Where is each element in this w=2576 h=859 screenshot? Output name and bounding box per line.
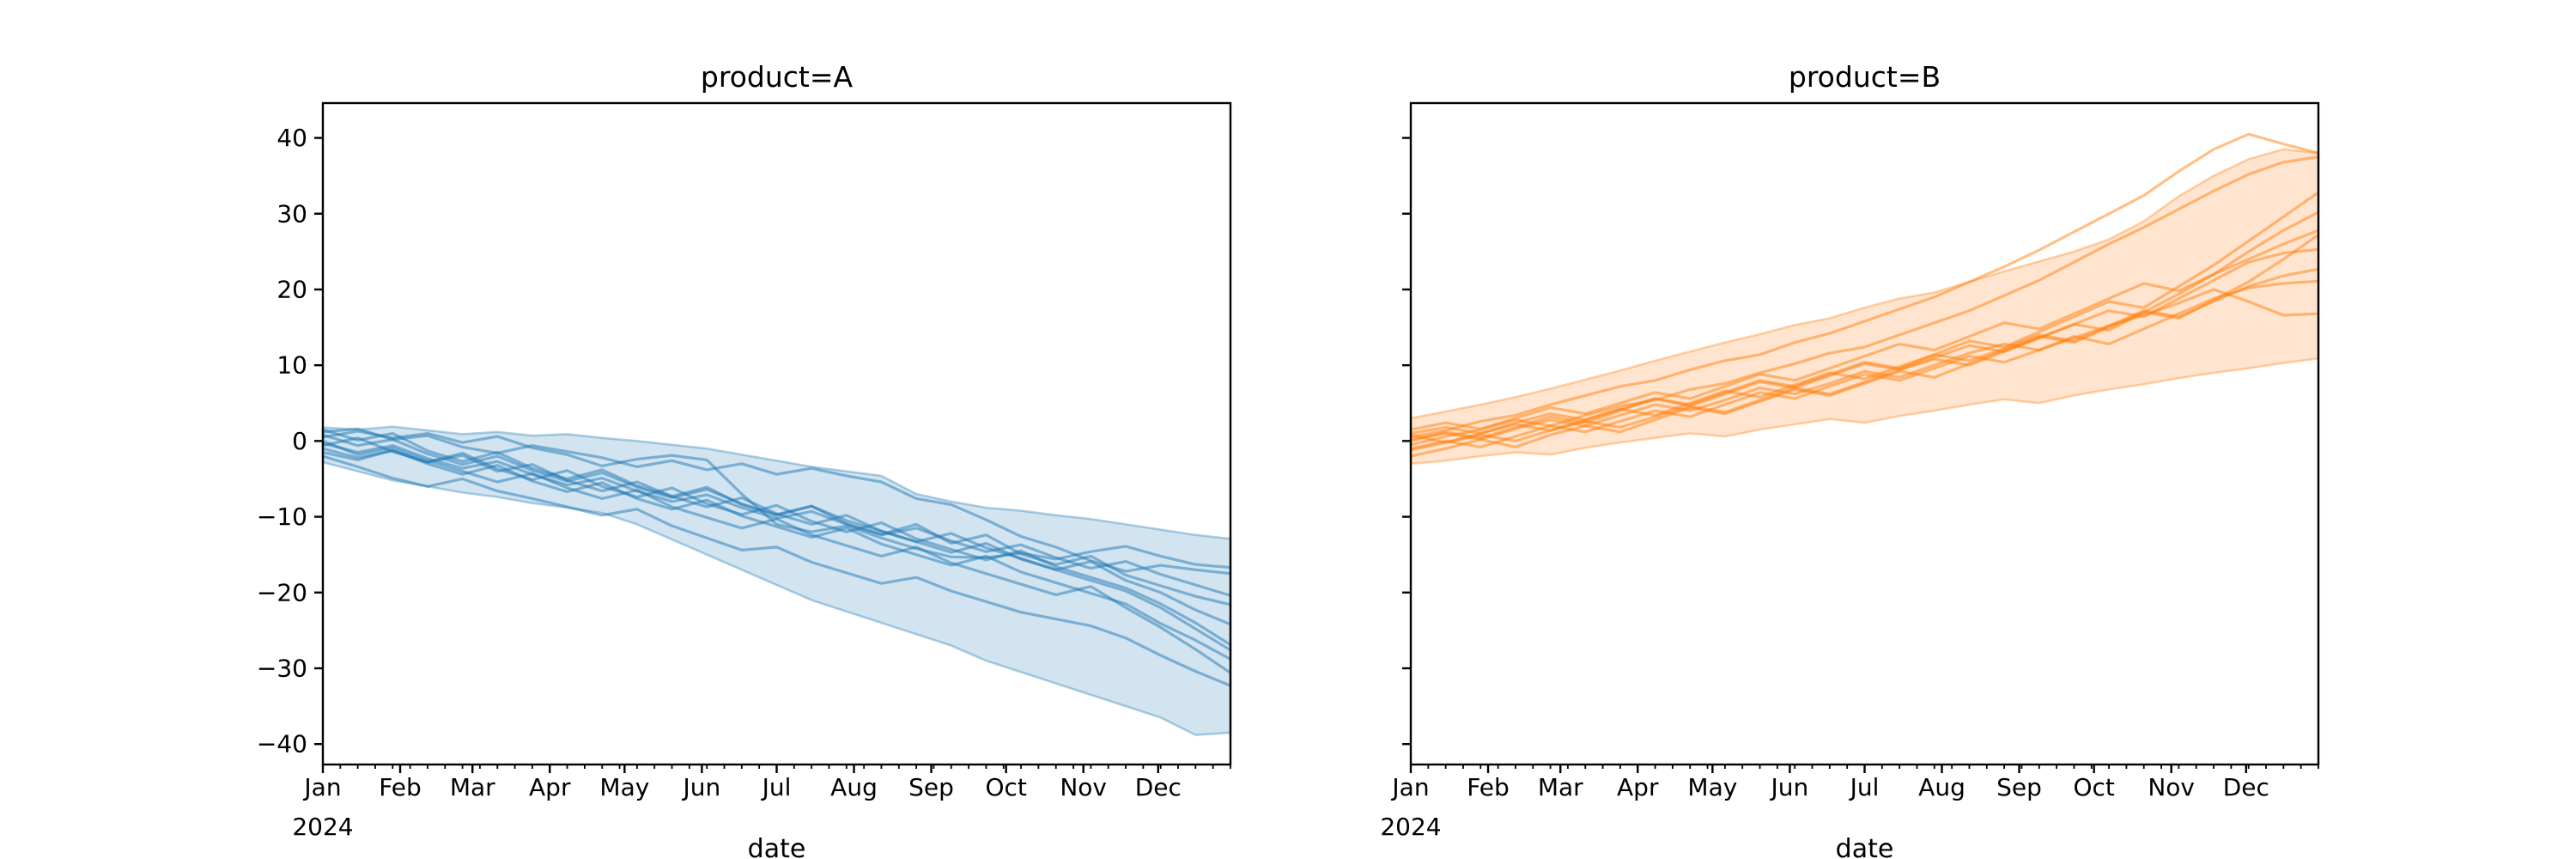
y-tick-label: 30 — [276, 199, 307, 228]
series-line-5 — [1409, 228, 2320, 431]
x-tick-label: Jul — [1849, 773, 1880, 801]
plot-title: product=B — [1789, 60, 1941, 94]
x-axis-label: date — [1836, 834, 1894, 859]
y-tick-label: −40 — [257, 730, 307, 758]
y-tick-label: 40 — [276, 124, 307, 152]
y-tick-label: −20 — [257, 578, 307, 606]
x-tick-label: Jan — [1390, 773, 1429, 801]
x-tick-label: Apr — [1617, 773, 1659, 801]
y-tick-label: 20 — [276, 275, 307, 303]
x-tick-label: Jan — [302, 773, 341, 801]
series-line-7 — [1409, 247, 2320, 442]
x-axis-year-label: 2024 — [292, 813, 353, 841]
series-line-10 — [321, 454, 1232, 687]
series-line-9 — [321, 439, 1232, 674]
x-axis-label: date — [748, 834, 806, 859]
panel-product-a: −40 −30 −20 −10 0 10 20 30 40 Jan 2024 Feb Mar Apr May… — [257, 60, 1232, 859]
series-line-6 — [1409, 233, 2320, 458]
x-tick-label: Apr — [529, 773, 571, 801]
y-tick-label: −30 — [257, 654, 307, 682]
series-line-2 — [321, 427, 1232, 576]
x-tick-label: Nov — [2148, 773, 2195, 801]
x-tick-label: Dec — [2223, 773, 2269, 801]
y-tick-label: 0 — [292, 427, 307, 455]
x-tick-label: Dec — [1135, 773, 1182, 801]
x-tick-label: May — [1687, 773, 1737, 801]
series-line-7 — [321, 428, 1232, 652]
x-axis-year-label: 2024 — [1380, 813, 1441, 841]
x-tick-label: Jun — [1770, 773, 1809, 801]
x-tick-label: Feb — [1467, 773, 1510, 801]
x-tick-label: Aug — [830, 773, 878, 801]
x-tick-label: Jun — [682, 773, 721, 801]
series-line-10 — [1409, 288, 2320, 442]
x-tick-label: Nov — [1060, 773, 1107, 801]
x-tick-label: Sep — [1996, 773, 2042, 801]
series-line-3 — [1409, 191, 2320, 436]
x-tick-label: Oct — [2073, 773, 2114, 801]
y-tick-label: −10 — [257, 503, 307, 531]
series-line-9 — [1409, 279, 2320, 450]
x-tick-label: Sep — [908, 773, 954, 801]
x-tick-label: Oct — [985, 773, 1026, 801]
x-tick-label: Mar — [450, 773, 495, 801]
x-tick-label: Mar — [1538, 773, 1583, 801]
series-line-1 — [1409, 132, 2320, 439]
panel-product-b: Jan 2024 Feb Mar Apr May Jun Jul Aug Sep Oct Nov Dec… — [1380, 60, 2320, 859]
x-tick-label: May — [599, 773, 649, 801]
series-line-1 — [321, 430, 1232, 570]
x-tick-label: Jul — [761, 773, 792, 801]
x-tick-label: Aug — [1918, 773, 1965, 801]
y-tick-label: 10 — [276, 351, 307, 380]
plot-title: product=A — [701, 60, 854, 94]
x-tick-label: Feb — [379, 773, 422, 801]
